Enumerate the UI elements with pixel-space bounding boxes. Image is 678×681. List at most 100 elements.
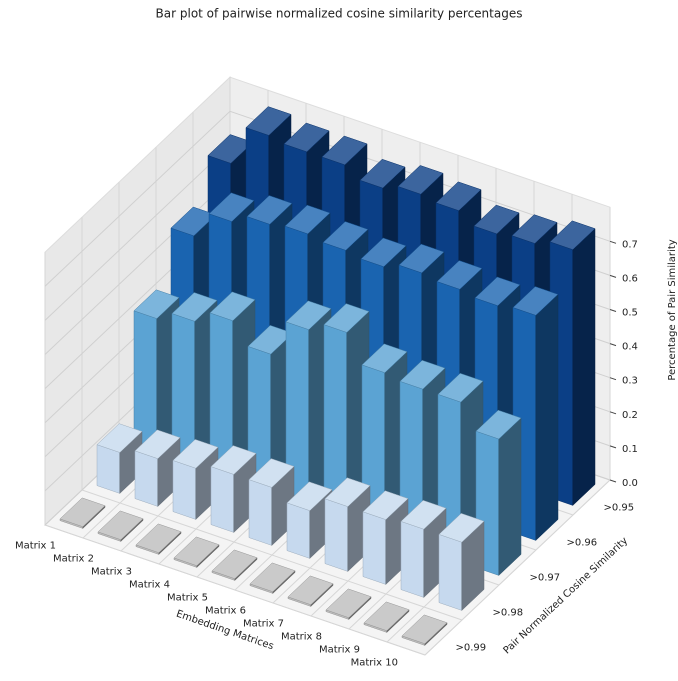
z-tick-label: 0.4: [622, 342, 638, 353]
z-tick-label: 0.6: [622, 273, 638, 284]
bar-side: [572, 228, 596, 506]
bar-top: [435, 181, 482, 211]
bar: [59, 497, 106, 529]
bar-top: [208, 192, 255, 222]
bar-top: [400, 500, 447, 530]
x-tick-label: Matrix 10: [351, 658, 398, 669]
bar-top: [135, 523, 182, 553]
bar-top: [436, 260, 483, 290]
bar-side: [535, 293, 559, 541]
bar-top: [359, 158, 406, 189]
bar-top: [245, 106, 292, 136]
bar-top: [438, 513, 485, 543]
z-tick-label: 0.7: [622, 239, 638, 250]
bar-top: [397, 165, 444, 195]
y-tick-label: >0.95: [604, 503, 635, 514]
z-tick: [609, 411, 617, 415]
bar-top: [321, 135, 368, 166]
bar: [173, 536, 220, 568]
chart-title: Bar plot of pairwise normalized cosine s…: [156, 7, 523, 21]
bar: [400, 500, 447, 598]
bar: [97, 510, 144, 542]
z-tick-label: 0.3: [622, 376, 638, 387]
bar: [249, 562, 296, 594]
z-tick: [609, 309, 617, 312]
bar-top: [284, 204, 331, 235]
bar-front: [438, 534, 463, 611]
bar-top: [285, 300, 332, 330]
bar: [287, 575, 334, 607]
bar-top: [173, 536, 220, 566]
z-tick: [609, 479, 617, 483]
z-tick-label: 0.0: [622, 478, 638, 489]
bar-front: [248, 479, 273, 546]
bar: [210, 445, 257, 533]
y-tick-label: >0.96: [567, 538, 598, 549]
bar: [211, 549, 258, 581]
bar-top: [211, 549, 258, 579]
bar-top: [209, 291, 256, 322]
bar-top: [363, 601, 410, 631]
bar-top: [399, 360, 446, 390]
bar-top: [172, 439, 219, 469]
bar-front: [362, 511, 387, 585]
bar-top: [511, 214, 558, 244]
bar-top: [210, 445, 257, 475]
bar-top: [437, 373, 484, 403]
x-tick-label: Matrix 1: [15, 541, 56, 552]
z-tick: [609, 343, 617, 347]
bar-top: [325, 588, 372, 618]
bar-side: [498, 417, 522, 576]
x-tick-label: Matrix 9: [319, 645, 360, 656]
grid-line: [424, 479, 611, 656]
bar-top: [283, 122, 330, 153]
bar-front: [96, 444, 121, 494]
bar-front: [210, 466, 235, 533]
bar-top: [246, 195, 293, 225]
x-tick-label: Matrix 8: [281, 632, 322, 643]
bar-top: [287, 575, 334, 605]
bar-top: [362, 490, 409, 520]
bar: [401, 614, 448, 646]
grid-line: [44, 110, 611, 287]
bar-top: [401, 614, 448, 644]
bar-top: [96, 423, 143, 453]
bar-top: [474, 276, 521, 307]
z-tick: [609, 274, 617, 278]
bar-front: [172, 460, 197, 520]
bar-top: [512, 286, 559, 316]
bar: [324, 477, 371, 572]
y-tick-label: >0.99: [456, 643, 487, 654]
y-tick-label: >0.98: [493, 608, 524, 619]
bar-top: [323, 303, 370, 333]
grid-line: [81, 489, 463, 621]
x-tick-label: Matrix 6: [205, 606, 246, 617]
bar-top: [249, 562, 296, 592]
bar-front: [286, 502, 311, 559]
bar: [438, 513, 485, 611]
z-tick-label: 0.5: [622, 308, 638, 319]
z-tick: [609, 445, 617, 449]
z-tick: [609, 377, 617, 381]
bar-top: [248, 458, 295, 488]
z-tick-label: 0.1: [622, 444, 638, 455]
bar-top: [549, 220, 596, 250]
y-tick-label: >0.97: [530, 573, 561, 584]
bar: [135, 523, 182, 555]
z-axis-label: Percentage of Pair Similarity: [667, 239, 678, 380]
bar: [363, 601, 410, 633]
bar-top: [286, 481, 333, 511]
bar-front: [134, 450, 159, 507]
bar-top: [324, 477, 371, 507]
bar: [134, 429, 181, 507]
x-tick-label: Matrix 2: [53, 554, 94, 565]
z-tick: [609, 240, 617, 244]
x-tick-label: Matrix 4: [129, 580, 170, 591]
bar-top: [361, 343, 408, 374]
bar-top: [475, 409, 522, 440]
x-tick-label: Matrix 7: [243, 619, 284, 630]
bar-top: [360, 237, 407, 268]
bar: [96, 423, 143, 494]
x-tick-label: Matrix 5: [167, 593, 208, 604]
